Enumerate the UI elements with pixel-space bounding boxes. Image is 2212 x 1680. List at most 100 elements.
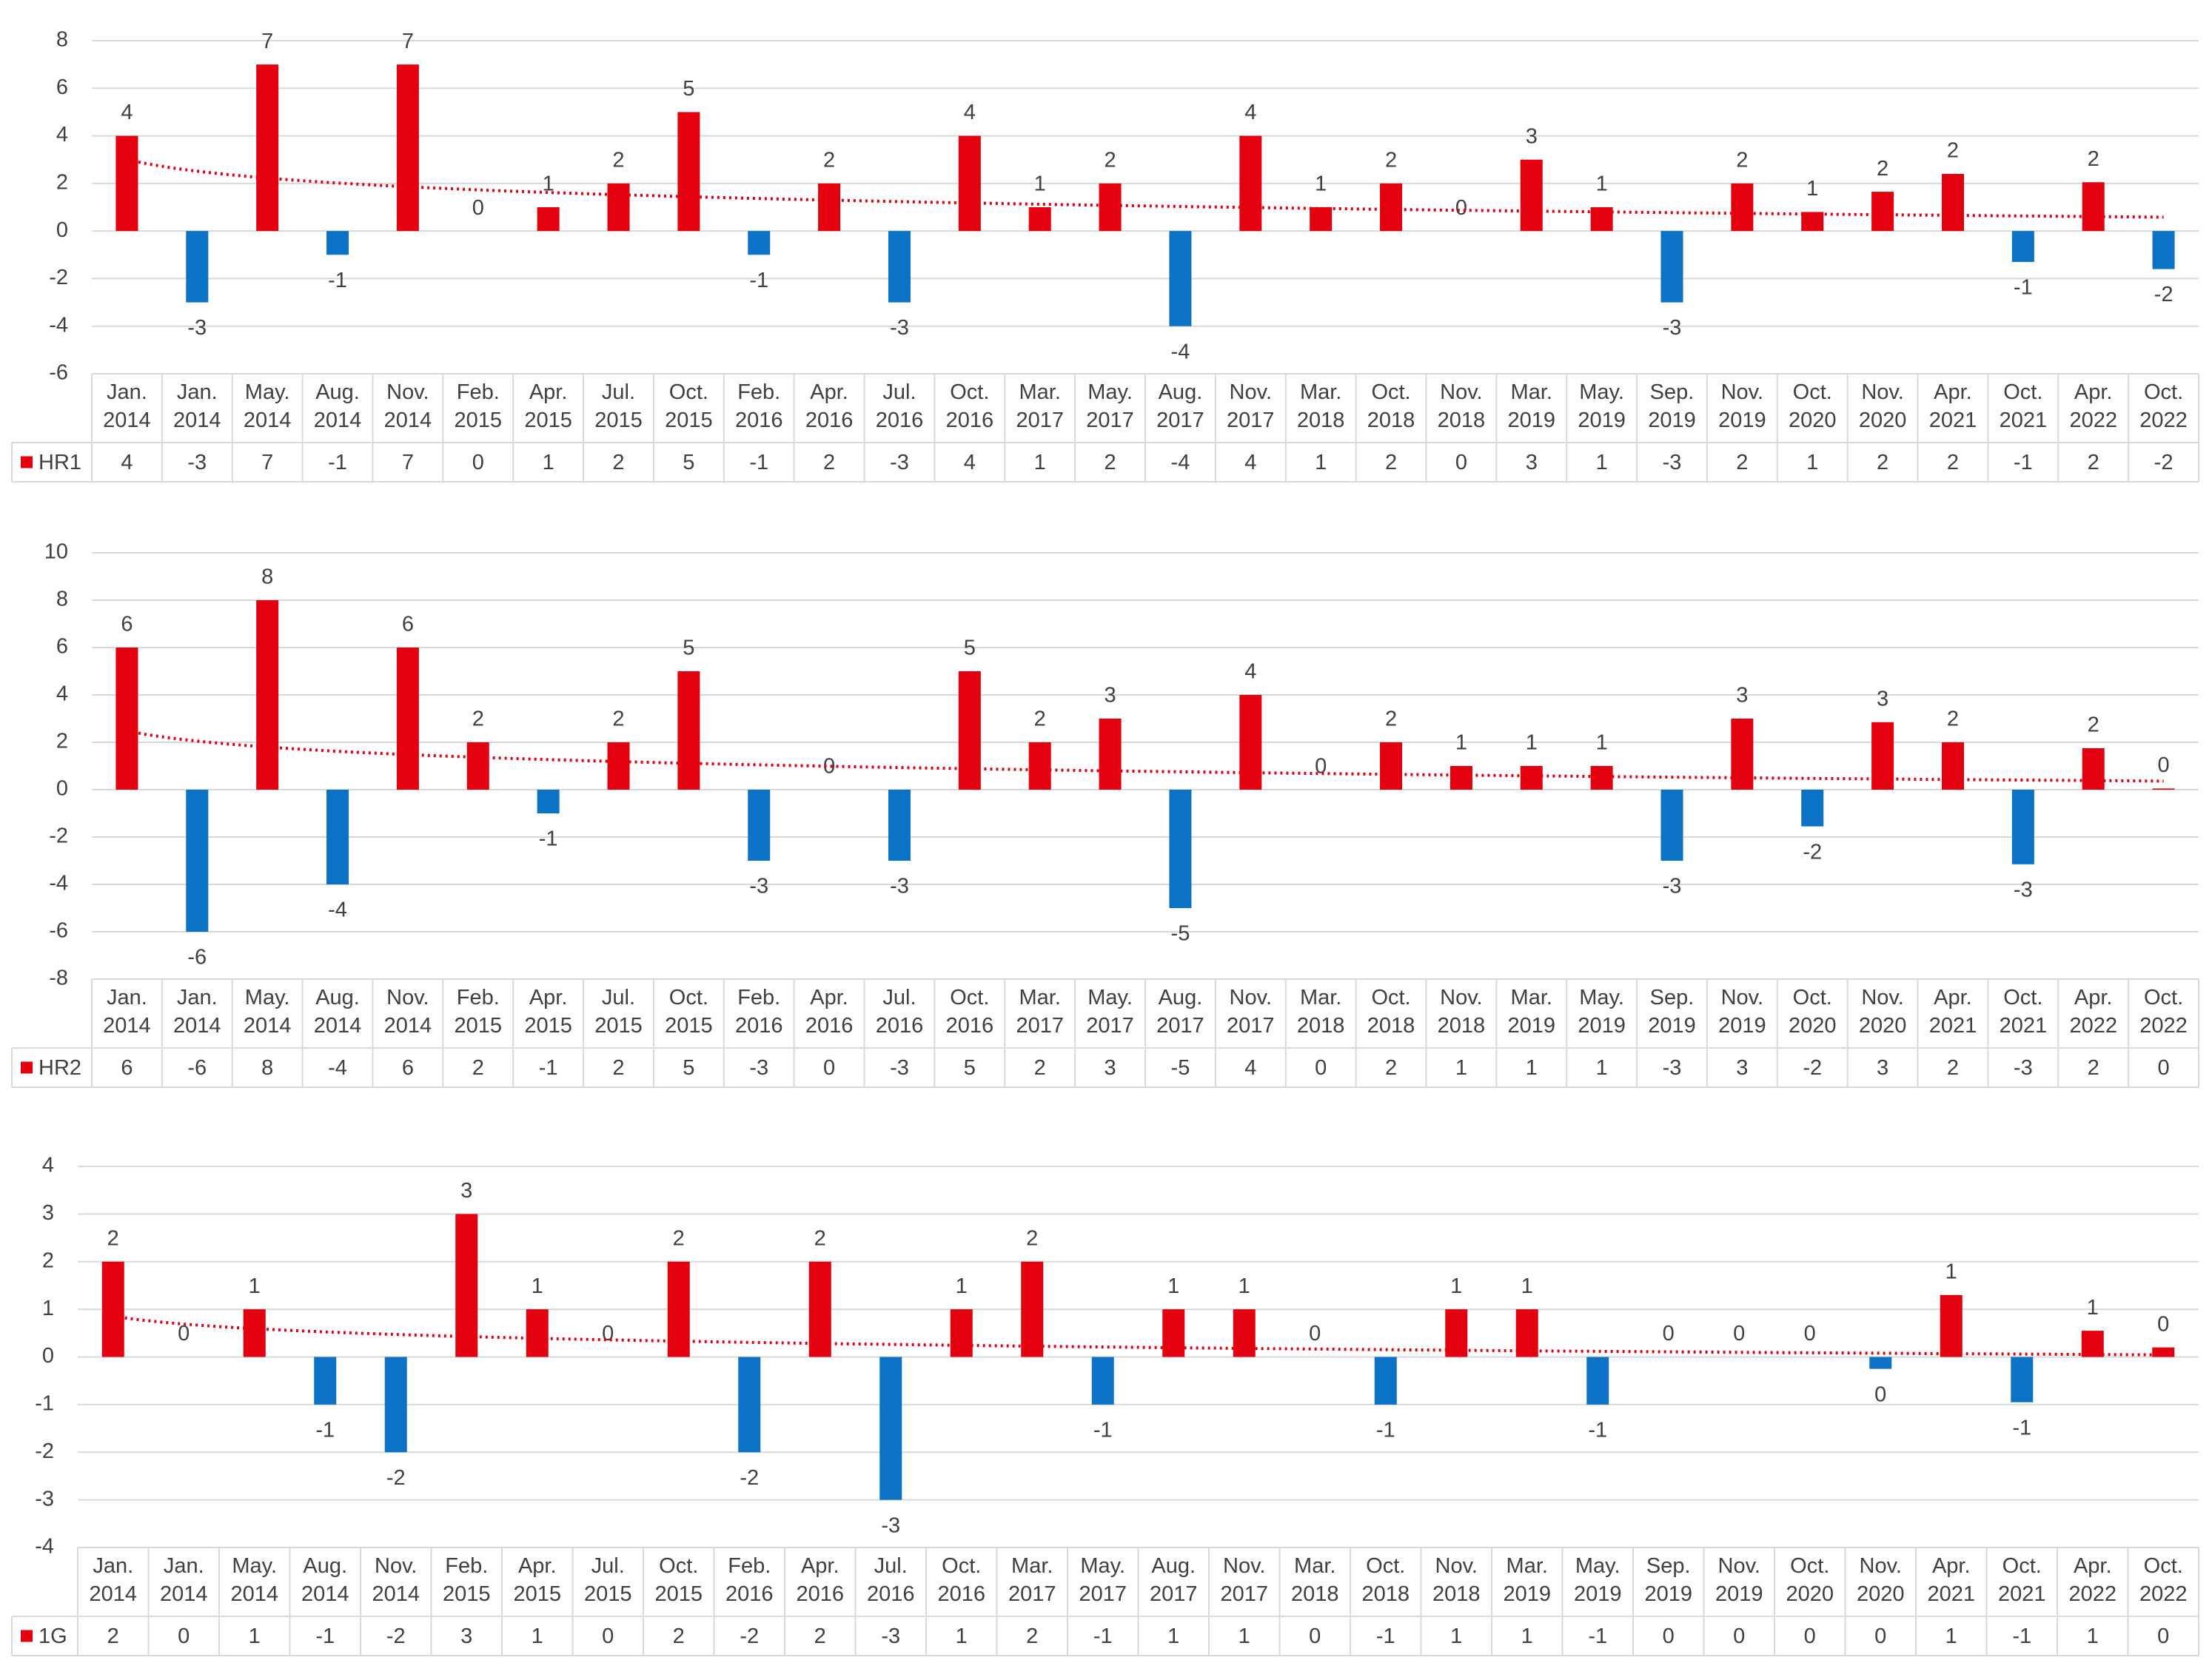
- x-tick-label: May. 2019: [1578, 380, 1626, 432]
- y-tick-label: -1: [35, 1392, 54, 1416]
- x-tick-label: Mar. 2019: [1507, 380, 1556, 432]
- table-value: 2: [1026, 1624, 1038, 1648]
- data-label: 5: [683, 636, 694, 660]
- data-label: 2: [2088, 147, 2099, 171]
- data-label: -3: [890, 875, 909, 898]
- x-tick-label-box: Apr. 2015: [524, 380, 572, 432]
- table-value: 1: [956, 1624, 968, 1648]
- x-tick-label-box: Aug. 2017: [1156, 380, 1204, 432]
- y-tick-label: 2: [56, 730, 68, 753]
- x-tick-label: Oct. 2015: [665, 380, 713, 432]
- table-value: -5: [1171, 1056, 1190, 1080]
- data-label: 2: [1947, 708, 1959, 731]
- x-tick-label-box: Mar. 2018: [1297, 986, 1345, 1038]
- y-tick-label: 2: [42, 1249, 54, 1272]
- y-tick-label: -2: [35, 1439, 54, 1463]
- x-tick-label-box: Jan. 2014: [103, 986, 151, 1038]
- x-tick-label-box: Oct. 2016: [946, 986, 994, 1038]
- x-tick-label: Jan. 2014: [89, 1554, 137, 1606]
- x-tick-label: Jul. 2015: [594, 380, 643, 432]
- x-tick-label: Mar. 2019: [1507, 986, 1556, 1038]
- bar: [1028, 742, 1051, 790]
- x-tick-label: Nov. 2017: [1227, 380, 1275, 432]
- bar: [1449, 766, 1472, 790]
- x-tick-label-box: Aug. 2014: [301, 1554, 349, 1606]
- data-label: 3: [1104, 684, 1116, 708]
- data-label: 0: [602, 1322, 614, 1345]
- x-tick-label: Aug. 2017: [1156, 986, 1204, 1038]
- y-tick-label: 4: [56, 682, 68, 706]
- x-tick-label-box: Mar. 2019: [1507, 986, 1556, 1038]
- data-label: 1: [249, 1274, 261, 1298]
- x-tick-label: Apr. 2021: [1927, 1554, 1975, 1606]
- y-tick-label: 8: [56, 28, 68, 52]
- bar: [607, 183, 630, 232]
- data-label: -1: [1093, 1419, 1113, 1442]
- data-label: -1: [1376, 1419, 1395, 1442]
- table-value: 0: [823, 1056, 835, 1080]
- y-tick-label: 4: [56, 123, 68, 147]
- table-value: 2: [1385, 451, 1397, 474]
- table-value: -3: [881, 1624, 900, 1648]
- x-tick-label: Oct. 2016: [945, 380, 994, 432]
- data-label: 0: [178, 1322, 190, 1345]
- x-tick-label-box: Apr. 2021: [1929, 986, 1977, 1038]
- data-label: -2: [1803, 840, 1822, 864]
- data-label: 2: [1104, 149, 1116, 172]
- x-tick-label: Oct. 2022: [2139, 380, 2188, 432]
- table-value: 2: [2088, 451, 2099, 474]
- table-value: 0: [1733, 1624, 1745, 1648]
- data-label: -3: [881, 1513, 900, 1537]
- bar: [314, 1357, 337, 1405]
- x-tick-label-box: May. 2014: [230, 1554, 278, 1606]
- bar: [1099, 183, 1122, 232]
- x-tick-label-box: Jan. 2014: [173, 986, 221, 1038]
- bar: [2152, 1347, 2175, 1357]
- data-label: 1: [1450, 1274, 1462, 1298]
- bar: [1520, 159, 1543, 232]
- table-value: 1: [1315, 451, 1327, 474]
- x-tick-label-box: Apr. 2015: [524, 986, 572, 1038]
- y-tick-label: 0: [56, 777, 68, 801]
- data-label: -1: [2012, 1416, 2031, 1439]
- x-tick-label-box: Aug. 2017: [1150, 1554, 1198, 1606]
- bar: [808, 1261, 831, 1357]
- x-tick-label-box: Feb. 2015: [455, 380, 503, 432]
- x-tick-label: Jul. 2015: [583, 1554, 632, 1606]
- data-label: 1: [1167, 1274, 1179, 1298]
- data-label: 2: [612, 708, 624, 731]
- y-tick-label: -2: [49, 266, 68, 289]
- bar: [396, 64, 419, 232]
- bar: [1091, 1357, 1114, 1405]
- table-value: 0: [1309, 1624, 1321, 1648]
- x-tick-label-box: Apr. 2016: [805, 380, 854, 432]
- x-tick-label-box: Nov. 2018: [1438, 380, 1486, 432]
- data-label: 4: [121, 101, 133, 124]
- x-tick-label-box: Jul. 2016: [876, 986, 924, 1038]
- bar: [186, 231, 209, 303]
- table-value: 0: [1804, 1624, 1816, 1648]
- table-value: 1: [1239, 1624, 1250, 1648]
- x-tick-label-box: Apr. 2022: [2068, 1554, 2117, 1606]
- trendline: [126, 158, 2164, 219]
- data-label: -3: [187, 316, 207, 340]
- data-label: 2: [1026, 1226, 1038, 1250]
- x-tick-label: Nov. 2017: [1227, 986, 1275, 1038]
- x-tick-label: Oct. 2016: [937, 1554, 985, 1606]
- table-value: 5: [683, 1056, 694, 1080]
- x-tick-label: Mar. 2018: [1296, 380, 1345, 432]
- x-tick-label-box: May. 2014: [244, 380, 292, 432]
- data-label: -3: [1663, 316, 1682, 340]
- x-tick-label-box: Sep. 2019: [1644, 1554, 1692, 1606]
- data-label: 1: [1806, 177, 1818, 201]
- x-tick-label: Feb. 2015: [454, 986, 503, 1038]
- table-value: 2: [612, 1056, 624, 1080]
- table-value: 4: [121, 451, 133, 474]
- bar: [950, 1309, 973, 1357]
- x-tick-label: Apr. 2016: [805, 986, 854, 1038]
- x-tick-label-box: Oct. 2016: [937, 1554, 985, 1606]
- data-label: 1: [2087, 1296, 2099, 1320]
- x-tick-label: Apr. 2015: [513, 1554, 561, 1606]
- table-value: 3: [1526, 451, 1538, 474]
- y-tick-label: -2: [49, 824, 68, 848]
